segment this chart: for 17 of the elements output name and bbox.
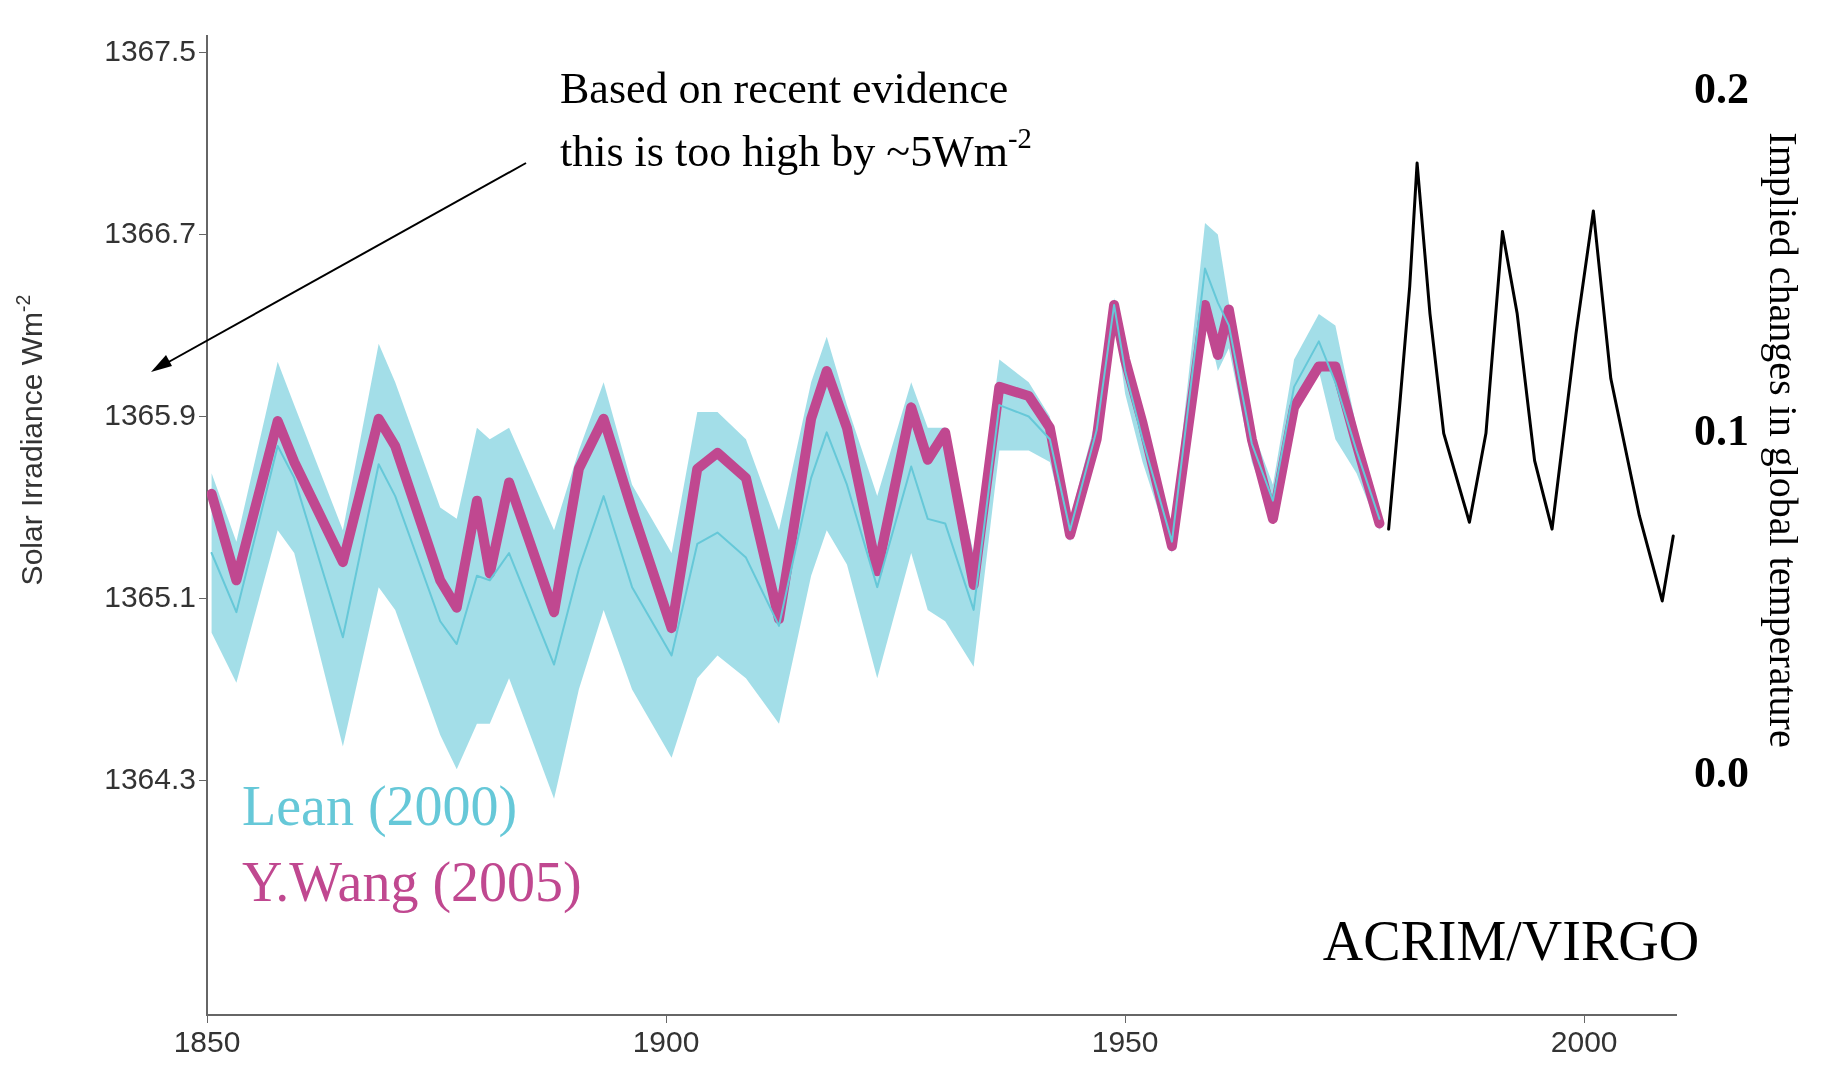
x-tick-label: 1950 bbox=[1091, 1025, 1159, 1059]
x-tick-label: 1900 bbox=[632, 1025, 700, 1059]
y-tick-label: 1365.1 bbox=[104, 579, 196, 613]
y-axis-title: Solar Irradiance Wm-2 bbox=[12, 294, 48, 586]
x-tick-label: 2000 bbox=[1550, 1025, 1618, 1059]
y2-tick-label: 0.1 bbox=[1694, 405, 1749, 455]
y2-tick-label: 0.2 bbox=[1694, 63, 1749, 113]
text: Y.Wang (2005) bbox=[242, 851, 582, 914]
text: Lean (2000) bbox=[242, 775, 518, 838]
x-tick-label: 1850 bbox=[173, 1025, 241, 1059]
y-tick-label: 1366.7 bbox=[104, 215, 196, 249]
y-tick-label: 1367.5 bbox=[104, 33, 196, 67]
text: ACRIM/VIRGO bbox=[1322, 910, 1700, 972]
y2-axis-title: Implied changes in global temperature bbox=[1761, 132, 1806, 748]
y-tick-label: 1365.9 bbox=[104, 397, 196, 431]
y-tick-label: 1364.3 bbox=[104, 761, 196, 795]
y2-tick-label: 0.0 bbox=[1694, 747, 1749, 797]
